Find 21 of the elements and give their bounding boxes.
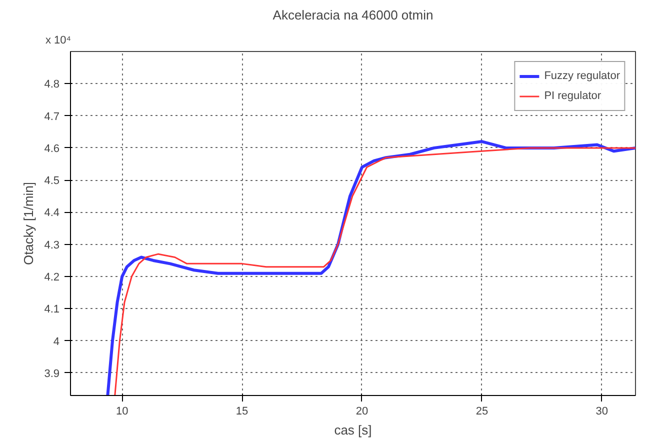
y-tick-label: 4.8 xyxy=(44,78,60,91)
legend-label: PI regulator xyxy=(544,90,602,102)
y-tick-label: 4.7 xyxy=(44,110,60,123)
y-tick-label: 4 xyxy=(53,336,60,348)
text: x 10⁴ xyxy=(46,34,72,46)
x-tick-label: 15 xyxy=(236,406,248,418)
y-tick-label: 3.9 xyxy=(44,368,60,380)
x-tick-label: 30 xyxy=(596,406,608,418)
y-tick-label: 4.1 xyxy=(44,304,60,316)
y-tick-label: 4.4 xyxy=(44,207,60,220)
y-axis-title: Otacky [1/min] xyxy=(21,182,36,266)
chart-title: Akceleracia na 46000 otmin xyxy=(272,8,434,22)
y-tick-label: 4.5 xyxy=(44,175,60,188)
y-tick-label: 4.2 xyxy=(44,272,60,284)
y-tick-label: 4.3 xyxy=(44,239,60,252)
x-tick-label: 10 xyxy=(116,406,128,418)
x-axis-title: cas [s] xyxy=(334,422,372,438)
x-tick-label: 25 xyxy=(476,406,488,418)
x-tick-label: 20 xyxy=(356,406,368,418)
legend-label: Fuzzy regulator xyxy=(544,70,620,82)
y-tick-label: 4.6 xyxy=(44,142,60,155)
